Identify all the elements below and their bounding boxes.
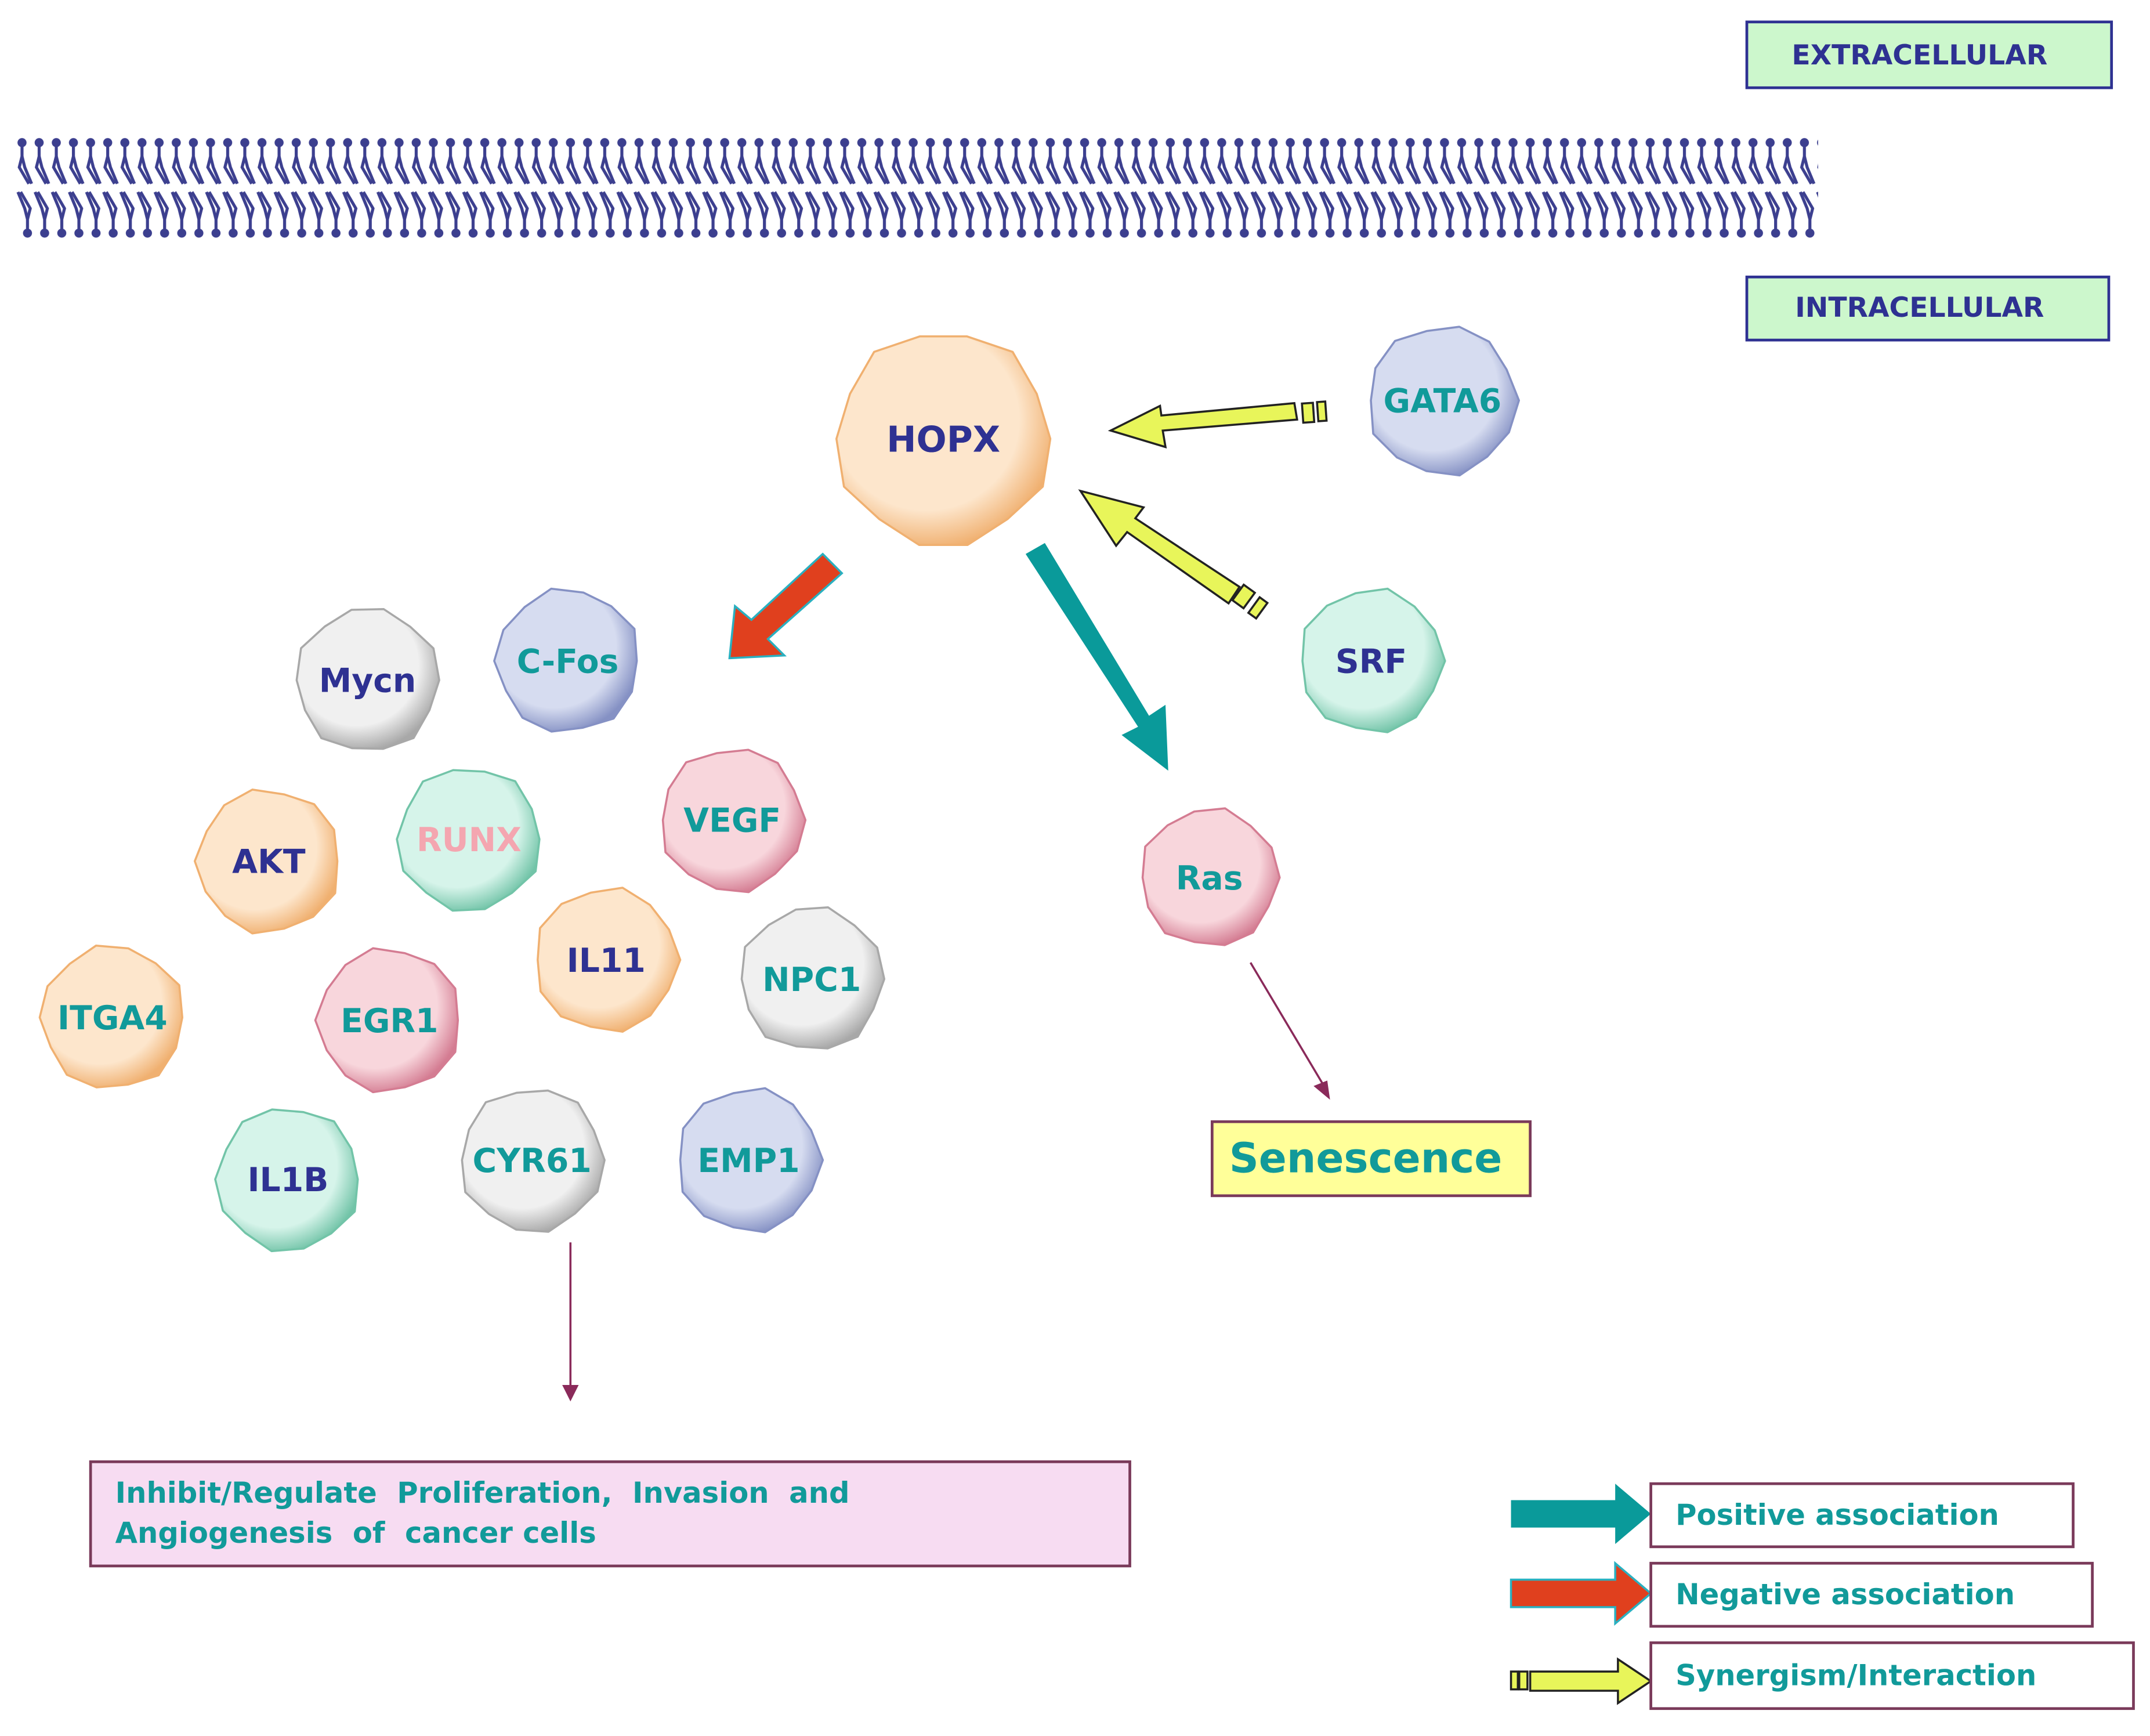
node-label: VEGF: [683, 802, 781, 840]
node-label: HOPX: [886, 419, 1000, 460]
legend-positive-label: Positive association: [1675, 1498, 1999, 1532]
legend-positive-arrow: [1511, 1484, 1651, 1545]
intracellular-label-box: INTRACELLULAR: [1745, 276, 2111, 342]
legend-positive-box: [1649, 1482, 2075, 1549]
node-il1b: IL1B: [214, 1108, 359, 1253]
negative-arrow-hopx-to-cluster: [728, 552, 844, 660]
node-label: IL1B: [247, 1161, 328, 1199]
node-c-fos: C-Fos: [493, 587, 638, 733]
node-shape: [214, 1108, 359, 1253]
node-label: AKT: [232, 843, 306, 881]
node-shape: [679, 1087, 824, 1234]
inhibit-outcome-line2: Angiogenesis of cancer cells: [115, 1516, 596, 1550]
node-label: EMP1: [697, 1142, 799, 1180]
senescence-label: Senescence: [1229, 1134, 1503, 1182]
node-label: RUNX: [417, 821, 522, 859]
node-mycn: Mycn: [295, 608, 440, 750]
node-hopx: HOPX: [835, 335, 1052, 546]
node-itga4: ITGA4: [38, 944, 183, 1088]
node-shape: [1301, 587, 1446, 733]
node-shape: [295, 608, 440, 750]
extracellular-label: EXTRACELLULAR: [1791, 39, 2047, 71]
node-shape: [1370, 326, 1521, 477]
node-shape: [396, 769, 541, 912]
node-label: Ras: [1176, 859, 1243, 898]
node-shape: [461, 1089, 606, 1233]
legend-negative-box: [1649, 1561, 2094, 1628]
node-srf: SRF: [1301, 587, 1446, 733]
node-label: CYR61: [472, 1142, 591, 1180]
node-shape: [740, 906, 886, 1050]
node-il11: IL11: [537, 887, 682, 1033]
node-shape: [1141, 807, 1281, 946]
node-akt: AKT: [193, 789, 339, 935]
legend-synergism-arrow: [1510, 1657, 1653, 1705]
arrow-ras-to-senescence: [1249, 962, 1330, 1100]
node-label: GATA6: [1384, 382, 1502, 421]
synergism-arrow-srf-to-hopx: [1078, 489, 1269, 620]
arrow-cluster-to-outcome: [562, 1242, 579, 1402]
node-shape: [38, 944, 183, 1088]
node-ras: Ras: [1141, 807, 1281, 946]
node-cyr61: CYR61: [461, 1089, 606, 1233]
node-egr1: EGR1: [314, 947, 459, 1094]
synergism-arrow-gata6-to-hopx: [1107, 400, 1328, 449]
extracellular-label-box: EXTRACELLULAR: [1745, 20, 2113, 89]
node-label: Mycn: [319, 662, 416, 700]
node-emp1: EMP1: [679, 1087, 824, 1234]
node-label: NPC1: [762, 961, 861, 999]
node-npc1: NPC1: [740, 906, 886, 1050]
node-vegf: VEGF: [661, 748, 807, 894]
inhibit-outcome-line1: Inhibit/Regulate Proliferation, Invasion…: [115, 1476, 850, 1510]
node-shape: [493, 587, 638, 733]
node-shape: [835, 335, 1052, 546]
node-gata6: GATA6: [1370, 326, 1521, 477]
node-label: SRF: [1335, 643, 1407, 681]
node-shape: [537, 887, 682, 1033]
intracellular-label: INTRACELLULAR: [1795, 292, 2044, 324]
cell-membrane: [16, 137, 1818, 239]
molecule-nodes: HOPX GATA6 SRF Mycn C-Fos AKT RUNX VEGF IL11 NPC1…: [38, 326, 1521, 1253]
legend-negative-label: Negative association: [1675, 1578, 2015, 1611]
positive-arrow-hopx-to-ras: [1025, 542, 1168, 771]
node-label: ITGA4: [57, 999, 168, 1037]
node-shape: [314, 947, 459, 1094]
node-shape: [193, 789, 339, 935]
legend-negative-arrow: [1510, 1561, 1653, 1626]
legend: Positive association Negative associatio…: [1510, 1482, 2135, 1710]
node-shape: [661, 748, 807, 894]
legend-synergism-label: Synergism/Interaction: [1675, 1659, 2036, 1692]
node-runx: RUNX: [396, 769, 541, 912]
node-label: EGR1: [341, 1002, 438, 1040]
legend-synergism-box: [1649, 1641, 2135, 1710]
node-label: IL11: [567, 942, 646, 980]
senescence-box: Senescence: [1210, 1120, 1532, 1198]
node-label: C-Fos: [517, 643, 619, 681]
inhibit-outcome-box: Inhibit/Regulate Proliferation, Invasion…: [89, 1460, 1131, 1568]
